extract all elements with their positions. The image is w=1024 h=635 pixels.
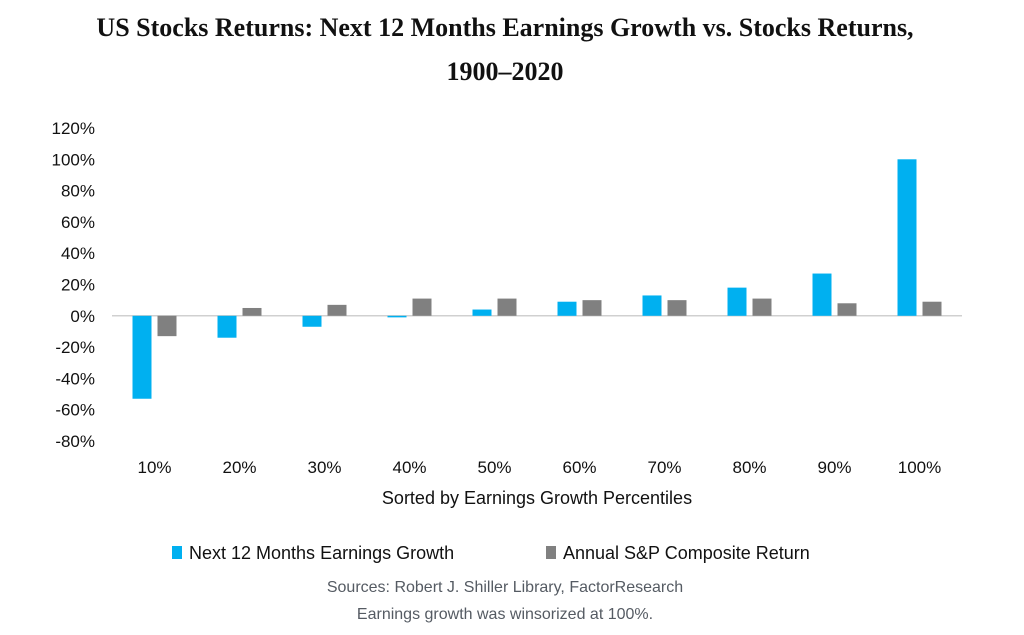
y-tick-label: 20%: [61, 276, 95, 295]
legend-swatch-sp: [546, 546, 556, 559]
chart-title-years: 1900–2020: [446, 57, 564, 86]
earnings-growth-bar: [897, 159, 917, 316]
earnings-growth-bar: [132, 315, 152, 399]
sp-return-bar: [837, 303, 857, 316]
earnings-growth-bar: [387, 315, 407, 318]
legend-label-earnings: Next 12 Months Earnings Growth: [189, 543, 454, 563]
sp-return-bar: [497, 298, 517, 316]
earnings-growth-bar: [302, 315, 322, 327]
y-tick-label: -40%: [55, 369, 95, 388]
x-tick-label: 30%: [307, 458, 341, 477]
x-tick-label: 50%: [477, 458, 511, 477]
earnings-growth-bar: [812, 273, 832, 316]
sp-return-bar: [412, 298, 432, 316]
x-tick-label: 80%: [732, 458, 766, 477]
y-tick-label: -80%: [55, 432, 95, 451]
y-tick-label: 40%: [61, 244, 95, 263]
y-tick-label: 60%: [61, 213, 95, 232]
x-tick-label: 60%: [562, 458, 596, 477]
legend-label-sp: Annual S&P Composite Return: [563, 543, 810, 563]
sp-return-bar: [582, 300, 602, 316]
earnings-growth-bar: [642, 295, 662, 316]
x-tick-label: 10%: [137, 458, 171, 477]
sp-return-bar: [157, 315, 177, 337]
y-tick-label: 0%: [70, 307, 95, 326]
x-tick-label: 70%: [647, 458, 681, 477]
earnings-growth-bar: [557, 301, 577, 316]
y-tick-label: -20%: [55, 338, 95, 357]
sp-return-bar: [667, 300, 687, 316]
earnings-growth-bar: [727, 287, 747, 316]
earnings-growth-bar: [472, 309, 492, 316]
x-tick-label: 20%: [222, 458, 256, 477]
y-tick-label: 100%: [52, 150, 95, 169]
x-tick-label: 40%: [392, 458, 426, 477]
x-tick-label: 90%: [817, 458, 851, 477]
x-tick-label: 100%: [898, 458, 941, 477]
y-tick-label: -60%: [55, 401, 95, 420]
chart-title: US Stocks Returns: Next 12 Months Earnin…: [96, 13, 914, 42]
x-axis-label: Sorted by Earnings Growth Percentiles: [382, 488, 692, 508]
legend-swatch-earnings: [172, 546, 182, 559]
y-tick-label: 80%: [61, 182, 95, 201]
sources-note: Sources: Robert J. Shiller Library, Fact…: [326, 579, 684, 596]
earnings-growth-bar: [217, 315, 237, 338]
sp-return-bar: [327, 304, 347, 316]
sp-return-bar: [922, 301, 942, 316]
sp-return-bar: [242, 307, 262, 316]
y-tick-label: 120%: [52, 119, 95, 138]
sp-return-bar: [752, 298, 772, 316]
winsorized-note: Earnings growth was winsorized at 100%.: [356, 606, 654, 623]
